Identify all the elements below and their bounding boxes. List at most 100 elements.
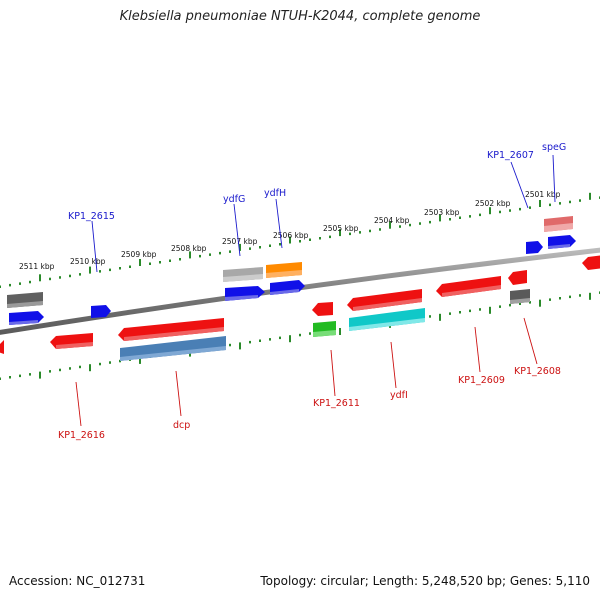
scale-dot xyxy=(279,336,281,340)
scale-major-tick xyxy=(339,229,341,237)
feature-red-right-edge[interactable] xyxy=(582,255,600,270)
label-KP1_2609: KP1_2609 xyxy=(458,375,505,386)
leader-speG xyxy=(552,154,556,203)
scale-major-tick xyxy=(289,236,291,244)
scale-dot xyxy=(29,280,31,284)
scale-major-tick xyxy=(89,364,91,372)
scale-dot xyxy=(269,244,271,247)
scale-major-tick xyxy=(539,200,541,207)
scale-major-tick xyxy=(189,251,191,259)
scale-dot xyxy=(249,247,251,250)
features xyxy=(0,216,600,361)
leader-ydfG xyxy=(233,203,241,257)
leader-KP1_2608 xyxy=(523,317,538,365)
feature-ydfH-shade xyxy=(270,289,299,295)
scale-dot xyxy=(249,340,251,344)
scale-dot xyxy=(119,359,121,363)
scale-dot xyxy=(79,273,81,276)
tick-label-2502: 2502 kbp xyxy=(475,199,511,208)
scale-dot xyxy=(69,367,71,370)
scale-dot xyxy=(399,225,401,228)
scale-dot xyxy=(9,283,11,287)
scale-dot xyxy=(379,228,381,231)
scale-major-tick xyxy=(139,356,141,364)
scale-major-tick xyxy=(239,342,241,350)
scale-dot xyxy=(0,285,1,288)
leader-lines xyxy=(75,154,556,427)
scale-dot xyxy=(69,274,71,278)
scale-dot xyxy=(49,277,51,281)
topology-text: Topology: circular; Length: 5,248,520 bp… xyxy=(260,574,590,588)
label-ydfH: ydfH xyxy=(264,188,286,199)
feature-ydfG-shade xyxy=(225,295,258,301)
feature-dcp-shade xyxy=(120,346,226,361)
feature-KP1_2615[interactable] xyxy=(91,305,111,318)
scale-dot xyxy=(449,312,451,315)
scale-dot xyxy=(449,218,451,221)
tick-label-2504: 2504 kbp xyxy=(374,216,410,225)
scale-dot xyxy=(309,238,311,241)
scale-dot xyxy=(269,338,271,341)
scale-dot xyxy=(129,265,131,268)
scale-dot xyxy=(569,200,571,204)
feature-red-edge-left[interactable] xyxy=(0,340,4,354)
scale-dot xyxy=(109,268,111,272)
label-dcp: dcp xyxy=(173,420,190,431)
scale-dot xyxy=(259,246,261,249)
scale-dot xyxy=(119,267,121,270)
scale-dot xyxy=(229,343,231,347)
scale-dot xyxy=(169,259,171,262)
feature-KP1_2611[interactable] xyxy=(312,302,333,316)
scale-dot xyxy=(179,258,181,261)
scale-dot xyxy=(259,339,261,342)
scale-dot xyxy=(309,332,311,335)
scale-dot xyxy=(469,309,471,313)
tick-label-2503: 2503 kbp xyxy=(424,208,460,217)
leader-dcp xyxy=(175,370,182,417)
scale-major-tick xyxy=(489,306,491,314)
scale-dot xyxy=(509,303,511,307)
scale-major-tick xyxy=(239,243,241,251)
scale-major-tick xyxy=(539,299,541,307)
scale-dot xyxy=(479,308,481,311)
scale-dot xyxy=(229,250,231,253)
tick-label-2508: 2508 kbp xyxy=(171,244,207,253)
scale-dot xyxy=(99,270,101,273)
label-KP1_2611: KP1_2611 xyxy=(313,398,360,409)
label-ydfG: ydfG xyxy=(223,194,245,205)
scale-major-tick xyxy=(439,313,441,321)
label-KP1_2608: KP1_2608 xyxy=(514,366,561,377)
scale-dot xyxy=(509,209,511,212)
leader-KP1_2615 xyxy=(91,220,98,273)
scale-dot xyxy=(279,243,281,246)
scale-dot xyxy=(49,370,51,373)
scale-dot xyxy=(459,216,461,219)
feature-KP1_2609-shade xyxy=(442,285,501,297)
leader-KP1_2611 xyxy=(330,349,336,397)
scale-dot xyxy=(499,210,501,214)
scale-major-tick xyxy=(589,192,591,200)
scale-dot xyxy=(519,207,521,211)
scale-major-tick xyxy=(89,266,91,274)
scale-major-tick xyxy=(139,259,141,266)
feature-green-KP1_2611-shade xyxy=(313,330,336,337)
scale-dot xyxy=(319,237,321,240)
scale-major-tick xyxy=(489,207,491,215)
scale-dot xyxy=(29,373,31,376)
scale-dot xyxy=(419,222,421,225)
scale-dot xyxy=(429,220,431,224)
scale-dot xyxy=(9,376,11,379)
feature-ydfI-shade xyxy=(349,318,425,331)
tick-label-2501: 2501 kbp xyxy=(525,190,561,199)
accession-text: Accession: NC_012731 xyxy=(9,574,146,588)
feature-KP1_2607[interactable] xyxy=(526,241,543,254)
scale-dot xyxy=(149,262,151,265)
feature-KP1_2608-red[interactable] xyxy=(508,270,527,285)
label-KP1_2607: KP1_2607 xyxy=(487,150,534,161)
scale-dot xyxy=(109,361,111,364)
scale-dot xyxy=(0,377,1,380)
scale-dot xyxy=(209,253,211,256)
scale-dot xyxy=(329,235,331,239)
